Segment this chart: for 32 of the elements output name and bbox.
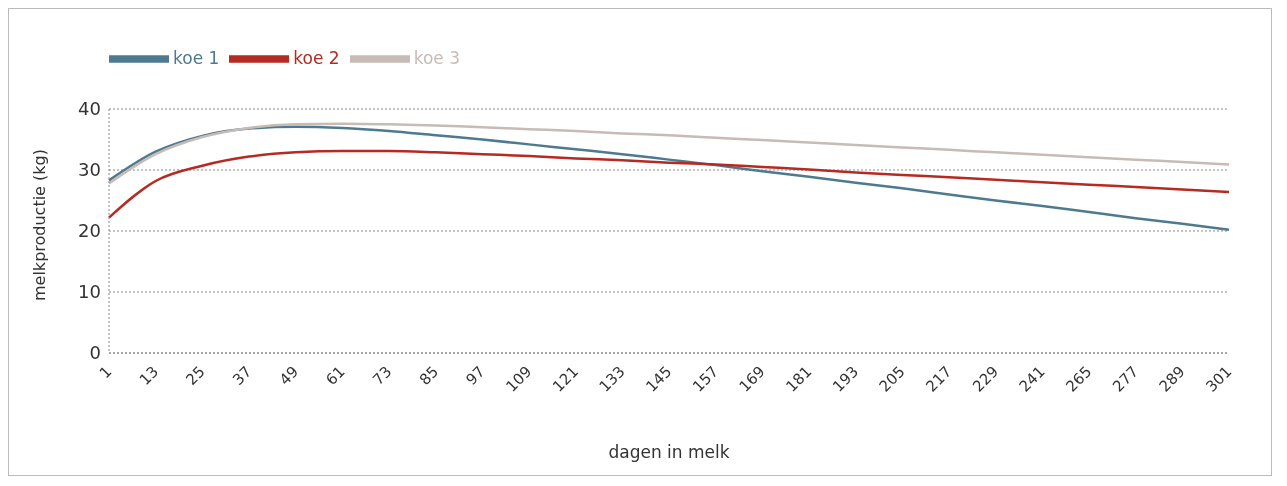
x-tick-label: 109: [502, 362, 536, 396]
x-tick-label: 241: [1015, 362, 1049, 396]
line-series: [107, 125, 1231, 232]
x-tick-label: 13: [135, 362, 163, 389]
x-tick-label: 37: [229, 362, 256, 389]
line-series: [107, 149, 1231, 219]
legend-label: koe 3: [413, 48, 460, 68]
x-tick-label: 193: [829, 362, 863, 396]
line-series: [107, 122, 1231, 185]
legend-label: koe 1: [173, 48, 220, 68]
x-tick-label: 85: [415, 362, 443, 389]
y-tick-label: 40: [78, 98, 101, 120]
y-axis-title: melkproductie (kg): [29, 149, 49, 301]
x-tick-label: 49: [275, 362, 303, 389]
y-tick-label: 20: [78, 220, 101, 242]
x-tick-label: 181: [782, 362, 816, 396]
x-tick-label: 25: [182, 362, 209, 389]
x-tick-label: 229: [969, 362, 1003, 396]
x-tick-label: 121: [549, 362, 583, 396]
x-tick-label: 97: [462, 362, 489, 389]
x-tick-label: 301: [1202, 362, 1236, 396]
legend-label: koe 2: [293, 48, 340, 68]
y-tick-label: 30: [78, 159, 101, 181]
x-tick-label: 61: [322, 362, 349, 389]
x-axis-title: dagen in melk: [608, 442, 730, 462]
x-tick-label: 1: [95, 362, 116, 383]
x-tick-label: 289: [1155, 362, 1189, 396]
y-tick-label: 0: [89, 342, 101, 364]
x-tick-label: 133: [595, 362, 629, 396]
y-tick-label: 10: [78, 281, 101, 303]
x-tick-label: 169: [735, 362, 769, 396]
x-tick-label: 73: [369, 362, 396, 389]
